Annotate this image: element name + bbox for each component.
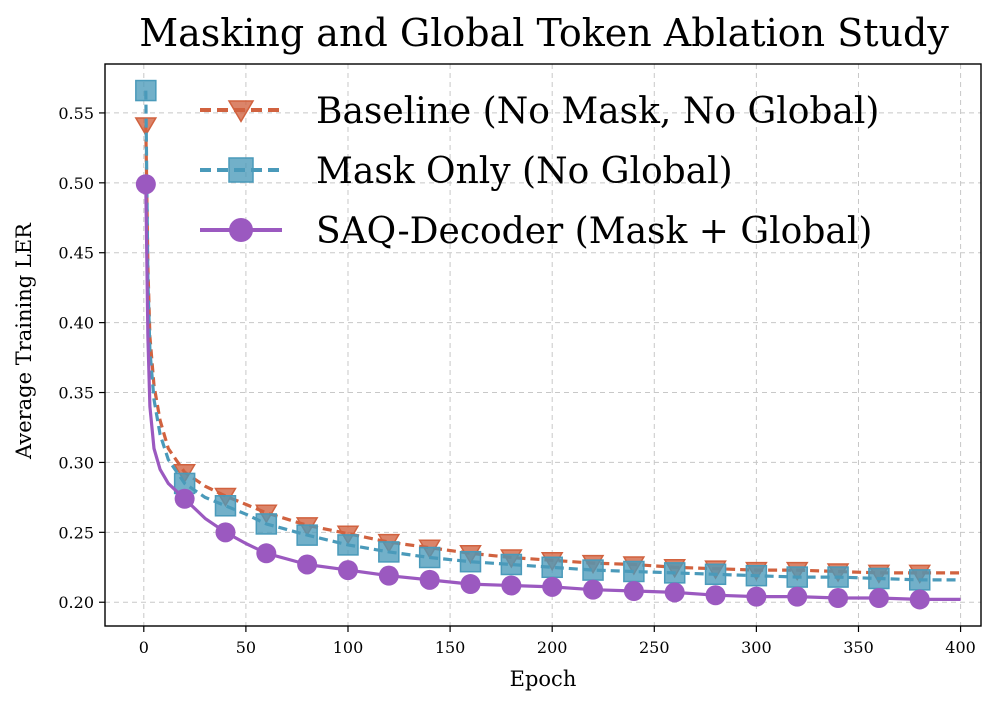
legend-entry-1: Mask Only (No Global): [200, 151, 733, 192]
legend-label-2: SAQ-Decoder (Mask + Global): [316, 211, 872, 252]
y-tick-label: 0.20: [58, 593, 94, 612]
series-1-marker: [459, 550, 482, 573]
series-1-marker: [908, 569, 931, 591]
series-1-marker: [541, 556, 563, 579]
series-2: [135, 174, 961, 610]
series-1-marker: [255, 513, 278, 535]
axis-ticks: 0 50 100 150 200 250 300 350 400 0.20 0.25 0.30 0.35…: [58, 104, 975, 657]
series-1-marker: [827, 566, 849, 588]
series-1-marker: [418, 546, 441, 569]
legend-marker-0: [227, 100, 255, 123]
chart-title: Masking and Global Token Ablation Study: [139, 11, 949, 55]
series-1-marker: [296, 524, 318, 546]
series-1-marker: [378, 541, 400, 563]
series-1: [135, 79, 961, 591]
series-1-marker: [337, 534, 359, 556]
series-2-marker: [460, 574, 481, 595]
series-2-marker: [868, 588, 889, 609]
legend-entry-0: Baseline (No Mask, No Global): [200, 91, 879, 132]
series-2-marker: [623, 581, 644, 602]
legend-label-0: Baseline (No Mask, No Global): [316, 91, 879, 132]
series-1-marker: [135, 79, 157, 102]
x-tick-label: 50: [236, 638, 256, 657]
series-2-marker: [787, 586, 808, 607]
series-1-marker: [704, 563, 727, 586]
series-2-marker: [542, 576, 563, 597]
series-1-marker: [214, 495, 237, 517]
series-2-marker: [337, 560, 358, 581]
series-2-marker: [664, 582, 685, 603]
series-2-marker: [746, 586, 767, 607]
series-line-1: [144, 90, 961, 582]
series-2-marker: [215, 522, 236, 543]
x-tick-label: 250: [639, 638, 670, 657]
x-tick-label: 300: [741, 638, 772, 657]
series-1-marker: [786, 566, 808, 588]
series-2-marker: [583, 579, 604, 600]
legend-entry-2: SAQ-Decoder (Mask + Global): [200, 211, 872, 252]
series-2-marker: [174, 488, 195, 509]
y-tick-label: 0.40: [58, 314, 94, 333]
series-2-marker: [297, 554, 318, 575]
legend-marker-2: [229, 218, 253, 242]
y-tick-label: 0.45: [58, 244, 94, 263]
series-2-marker: [828, 588, 849, 609]
series-layer: [134, 79, 961, 610]
series-line-2: [144, 184, 961, 601]
legend: Baseline (No Mask, No Global) Mask Only (…: [200, 91, 879, 252]
x-tick-label: 400: [945, 638, 976, 657]
series-2-marker: [501, 575, 522, 596]
x-tick-label: 100: [333, 638, 364, 657]
y-tick-label: 0.25: [58, 523, 94, 542]
series-1-marker: [745, 564, 768, 587]
series-line-0: [144, 125, 961, 575]
series-2-marker: [135, 174, 156, 195]
y-tick-label: 0.35: [58, 384, 94, 403]
series-2-marker: [705, 585, 726, 606]
y-tick-label: 0.55: [58, 104, 94, 123]
series-2-marker: [419, 569, 440, 590]
x-tick-label: 350: [843, 638, 874, 657]
series-1-marker: [582, 559, 604, 581]
series-1-marker: [663, 562, 686, 584]
y-tick-label: 0.30: [58, 453, 94, 472]
x-tick-label: 200: [537, 638, 568, 657]
series-1-marker: [500, 553, 523, 576]
legend-marker-1: [228, 157, 254, 183]
plot-frame: [104, 63, 982, 627]
series-1-marker: [623, 560, 645, 583]
y-tick-label: 0.50: [58, 174, 94, 193]
x-tick-label: 0: [139, 638, 149, 657]
series-2-marker: [909, 589, 930, 610]
x-axis-label: Epoch: [510, 667, 577, 691]
x-tick-label: 150: [435, 638, 466, 657]
series-2-marker: [256, 543, 277, 564]
series-2-marker: [378, 565, 399, 586]
legend-label-1: Mask Only (No Global): [316, 151, 733, 192]
y-axis-label: Average Training LER: [12, 222, 36, 460]
series-1-marker: [868, 567, 890, 590]
